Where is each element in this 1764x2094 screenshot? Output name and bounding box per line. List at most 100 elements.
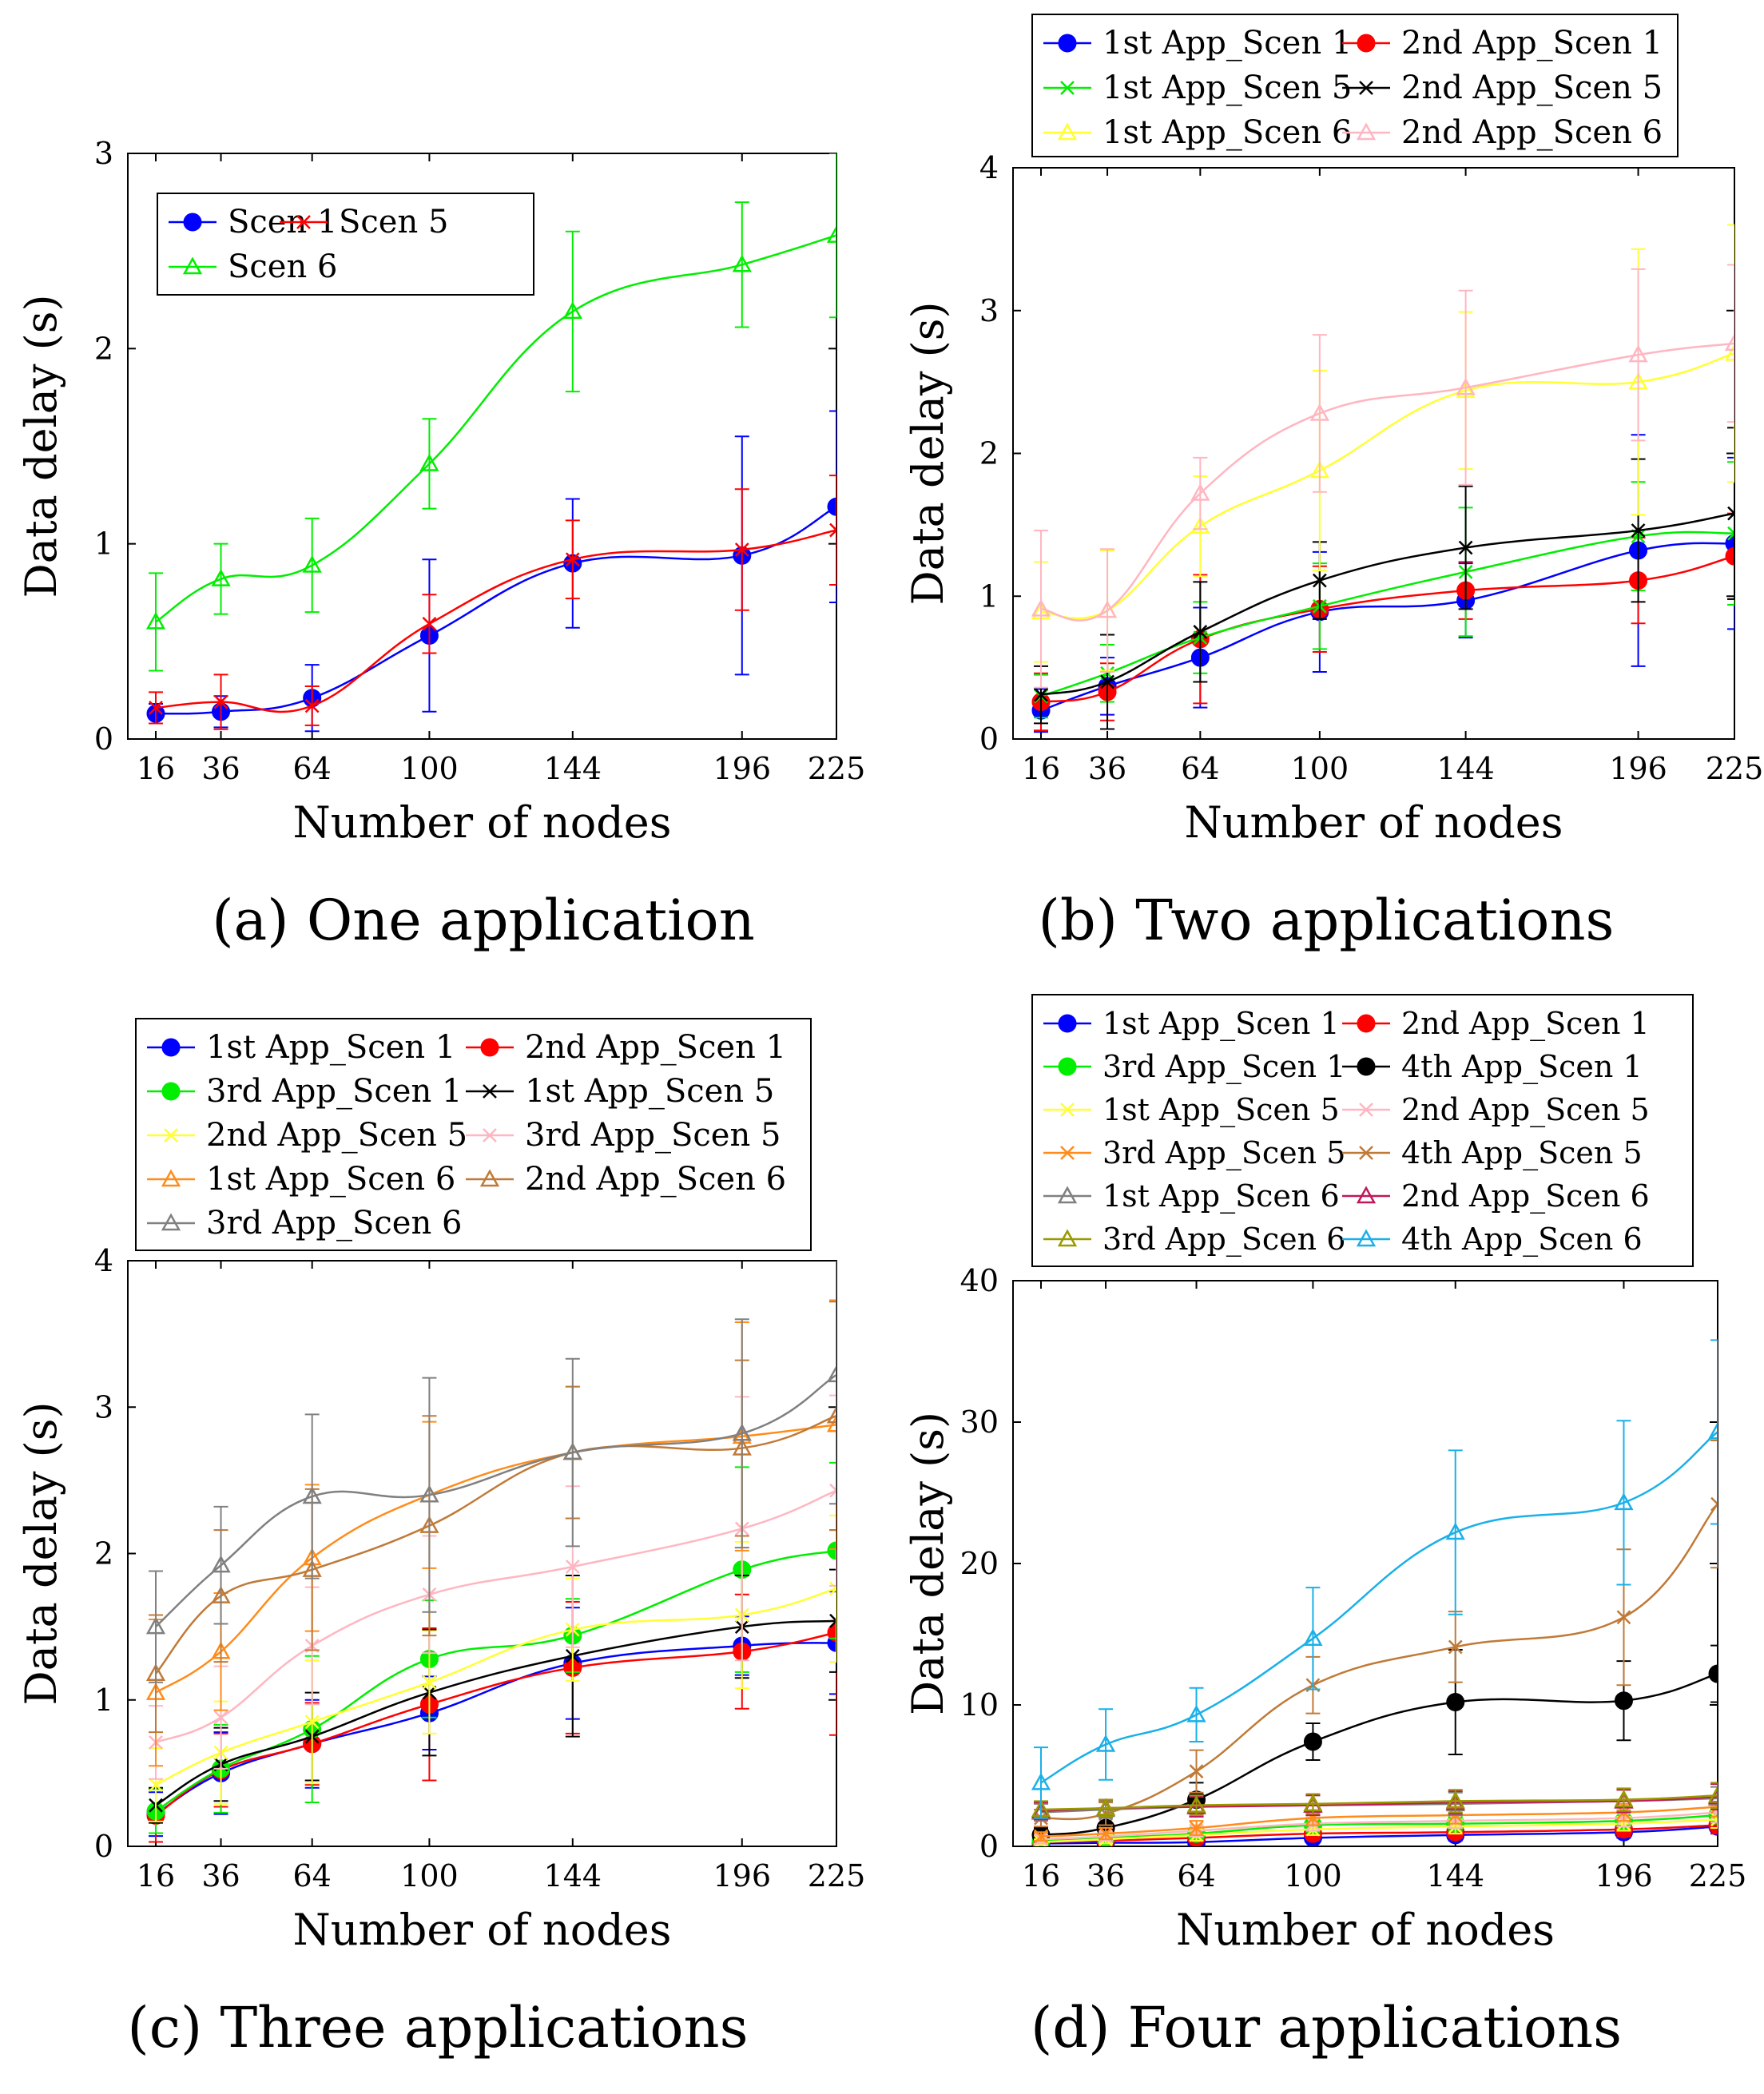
x-tick-label: 64	[1181, 751, 1219, 786]
data-point	[732, 1423, 752, 1441]
legend-label: 1st App_Scen 6	[1102, 114, 1352, 151]
data-point	[422, 616, 437, 631]
legend-item: Scen 5	[280, 204, 448, 240]
x-tick-label: 36	[201, 751, 240, 786]
data-point	[145, 611, 166, 630]
data-point	[211, 1555, 231, 1573]
data-point	[826, 1365, 836, 1383]
legend-item: 2nd App_Scen 6	[1342, 114, 1663, 151]
y-tick-label: 2	[94, 1536, 113, 1571]
data-point	[213, 1710, 228, 1725]
legend-marker	[1359, 81, 1373, 95]
legend: 1st App_Scen 1 2nd App_Scen 1 1st App_Scen…	[1031, 14, 1679, 157]
legend-item: 1st App_Scen 5	[1043, 1092, 1340, 1128]
legend-item: 3rd App_Scen 6	[1043, 1222, 1345, 1258]
data-point	[1724, 333, 1734, 352]
x-tick-label: 16	[137, 751, 175, 786]
data-point	[1724, 343, 1734, 361]
data-point	[1312, 573, 1327, 588]
data-point	[1186, 1795, 1206, 1813]
data-point	[829, 523, 836, 538]
legend-item: 3rd App_Scen 1	[147, 1073, 462, 1110]
data-point	[302, 554, 322, 573]
legend-label: 1st App_Scen 5	[525, 1073, 774, 1110]
series-1st-app_scen-6	[145, 1299, 836, 1767]
data-point	[1628, 344, 1648, 363]
series-3rd-app_scen-6	[145, 1261, 836, 1683]
legend-item: 1st App_Scen 5	[1043, 70, 1352, 106]
legend-marker	[1058, 34, 1077, 53]
data-point	[826, 1405, 836, 1424]
data-point	[1034, 1829, 1048, 1844]
legend-marker	[161, 1169, 181, 1187]
data-point	[562, 301, 582, 320]
x-tick-label: 64	[1177, 1858, 1215, 1893]
series-2nd-app_scen-6	[1031, 264, 1734, 689]
data-point	[1189, 1764, 1204, 1779]
chart-panel-3: 0 1 2 3 4 16 36 64 100 144 196 225 Number of nodes Da…	[16, 1018, 865, 2060]
legend-item: Scen 6	[169, 248, 337, 285]
data-point	[1727, 526, 1734, 541]
data-point	[734, 542, 749, 557]
data-point	[1031, 598, 1051, 617]
x-tick-label: 225	[1689, 1858, 1747, 1893]
data-point	[1303, 1732, 1322, 1751]
legend-label: 2nd App_Scen 1	[525, 1029, 786, 1066]
legend-label: 2nd App_Scen 5	[1401, 70, 1663, 106]
data-point	[419, 453, 439, 471]
legend-marker	[1057, 1229, 1078, 1247]
legend-marker	[1356, 122, 1377, 141]
y-tick-label: 10	[960, 1687, 999, 1722]
series-line	[155, 1619, 836, 1806]
legend-label: 1st App_Scen 1	[1102, 25, 1352, 62]
legend-item: 3rd App_Scen 5	[466, 1117, 781, 1154]
y-tick-label: 4	[979, 150, 999, 185]
data-point	[1456, 377, 1476, 395]
legend-item: 2nd App_Scen 5	[1342, 1092, 1650, 1128]
data-point	[1303, 1628, 1323, 1647]
legend-label: 4th App_Scen 1	[1401, 1049, 1643, 1085]
series-4th-app_scen-6	[1031, 1339, 1718, 1819]
legend-item: 4th App_Scen 1	[1342, 1049, 1643, 1085]
data-point	[1631, 523, 1646, 538]
legend-item: 1st App_Scen 1	[1043, 25, 1352, 62]
x-tick-label: 225	[1706, 751, 1764, 786]
data-point	[1190, 516, 1210, 534]
legend-marker	[161, 1038, 181, 1057]
legend-item: 2nd App_Scen 1	[1342, 25, 1663, 62]
legend-marker	[480, 1038, 499, 1057]
series-line	[1040, 1431, 1718, 1784]
series-line	[1040, 1818, 1718, 1843]
x-tick-label: 100	[400, 751, 459, 786]
legend-item: 4th App_Scen 5	[1342, 1135, 1643, 1171]
data-point	[1458, 540, 1473, 555]
legend-label: 3rd App_Scen 1	[1102, 1049, 1345, 1085]
data-point	[1727, 506, 1734, 521]
chart-panel-4: 0 10 20 30 40 16 36 64 100 144 196 225 Number of nod…	[903, 994, 1747, 2060]
legend-label: Scen 6	[228, 248, 337, 285]
data-point	[829, 1581, 836, 1596]
y-tick-label: 3	[94, 136, 113, 171]
legend-label: 3rd App_Scen 6	[1102, 1222, 1345, 1258]
legend-marker	[1060, 1103, 1075, 1117]
y-tick-label: 0	[979, 1829, 999, 1864]
x-tick-label: 36	[1088, 751, 1126, 786]
y-axis-label: Data delay (s)	[16, 1401, 66, 1705]
data-point	[827, 1541, 836, 1560]
legend-marker	[1057, 122, 1078, 141]
chart-caption: (d) Four applications	[1031, 1995, 1622, 2060]
legend-marker	[1357, 1014, 1376, 1033]
x-axis-label: Number of nodes	[293, 1905, 672, 1955]
data-point	[1303, 1794, 1323, 1812]
legend-marker	[1359, 1103, 1373, 1117]
legend-box	[1031, 994, 1694, 1267]
x-tick-label: 100	[1291, 751, 1349, 786]
legend-item: 1st App_Scen 1	[147, 1029, 455, 1066]
y-tick-label: 4	[94, 1243, 113, 1278]
legend: 1st App_Scen 1 2nd App_Scen 1 3rd App_Scen…	[135, 1018, 812, 1251]
x-tick-label: 144	[544, 751, 602, 786]
legend-marker	[1357, 1057, 1376, 1076]
y-tick-label: 2	[979, 436, 999, 471]
